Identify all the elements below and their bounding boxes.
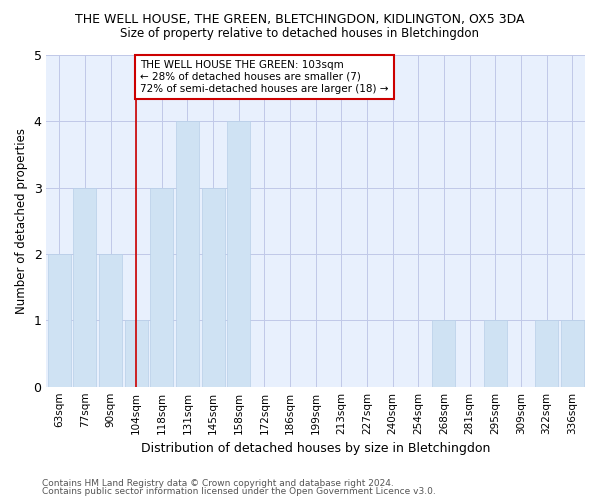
Text: Contains HM Land Registry data © Crown copyright and database right 2024.: Contains HM Land Registry data © Crown c… xyxy=(42,478,394,488)
Bar xyxy=(433,320,455,386)
Bar xyxy=(73,188,97,386)
Bar xyxy=(484,320,507,386)
Bar xyxy=(47,254,71,386)
Bar xyxy=(535,320,558,386)
Bar xyxy=(560,320,584,386)
Text: Contains public sector information licensed under the Open Government Licence v3: Contains public sector information licen… xyxy=(42,487,436,496)
Bar xyxy=(99,254,122,386)
Text: Size of property relative to detached houses in Bletchingdon: Size of property relative to detached ho… xyxy=(121,28,479,40)
Bar xyxy=(227,122,250,386)
Bar xyxy=(150,188,173,386)
X-axis label: Distribution of detached houses by size in Bletchingdon: Distribution of detached houses by size … xyxy=(141,442,490,455)
Text: THE WELL HOUSE THE GREEN: 103sqm
← 28% of detached houses are smaller (7)
72% of: THE WELL HOUSE THE GREEN: 103sqm ← 28% o… xyxy=(140,60,389,94)
Bar xyxy=(125,320,148,386)
Text: THE WELL HOUSE, THE GREEN, BLETCHINGDON, KIDLINGTON, OX5 3DA: THE WELL HOUSE, THE GREEN, BLETCHINGDON,… xyxy=(75,12,525,26)
Bar xyxy=(176,122,199,386)
Bar xyxy=(202,188,224,386)
Y-axis label: Number of detached properties: Number of detached properties xyxy=(15,128,28,314)
